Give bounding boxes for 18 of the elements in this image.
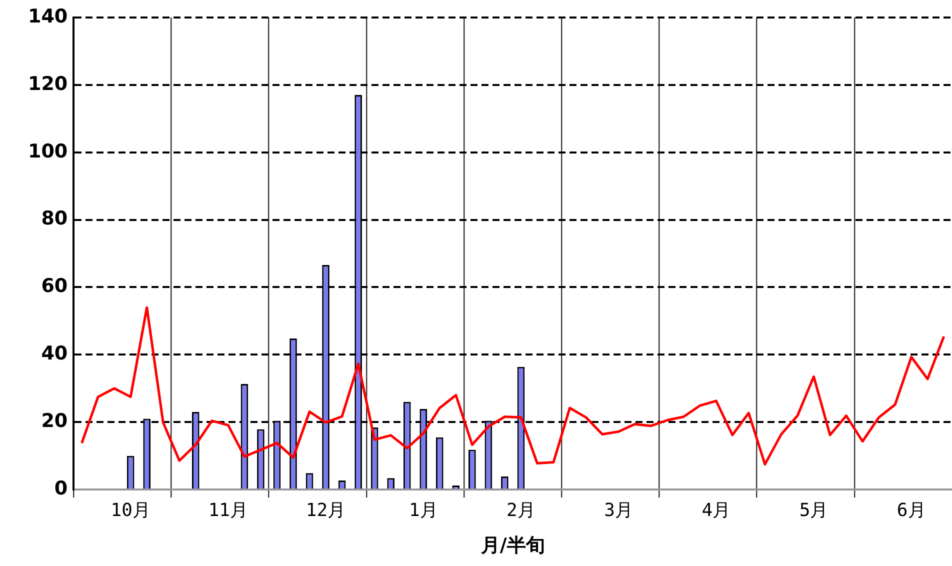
x-tick-label: 10月 — [110, 500, 150, 522]
x-tick-label: 2月 — [506, 500, 536, 522]
x-tick-label: 11月 — [208, 500, 248, 522]
y-tick-label: 40 — [41, 342, 68, 365]
x-tick-label: 12月 — [306, 500, 346, 522]
x-tick-label: 6月 — [896, 500, 926, 522]
x-tick-label: 5月 — [799, 500, 828, 522]
y-tick-label: 100 — [28, 140, 68, 162]
x-axis-title: 月/半旬 — [480, 534, 545, 557]
x-tick-label: 4月 — [702, 500, 731, 522]
y-tick-label: 0 — [54, 478, 68, 500]
y-tick-label: 140 — [28, 5, 68, 28]
x-tick-label: 3月 — [604, 500, 633, 522]
y-tick-label: 60 — [41, 275, 68, 298]
y-tick-label: 120 — [28, 72, 68, 95]
y-tick-label: 80 — [41, 208, 68, 230]
x-tick-label: 1月 — [408, 500, 438, 522]
y-tick-label: 20 — [41, 410, 68, 432]
